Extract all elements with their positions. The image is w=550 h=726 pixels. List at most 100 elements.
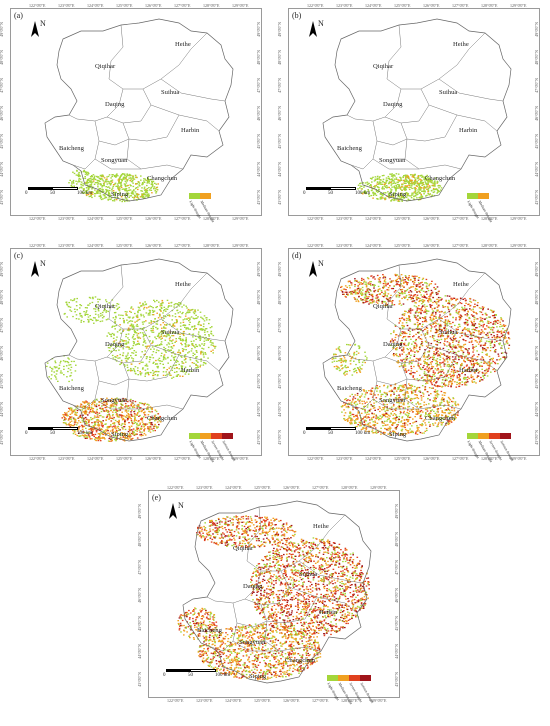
drought-pixel [444, 360, 446, 362]
drought-pixel [119, 433, 122, 435]
drought-pixel [96, 413, 99, 415]
drought-pixel [144, 195, 147, 197]
drought-pixel [91, 438, 93, 440]
drought-pixel [82, 401, 84, 403]
drought-pixel [88, 184, 91, 186]
drought-pixel [388, 197, 391, 199]
drought-pixel [399, 353, 401, 355]
drought-pixel [432, 323, 434, 325]
drought-pixel [428, 363, 430, 366]
drought-pixel [150, 187, 152, 189]
drought-pixel [388, 186, 390, 189]
lon-ticks-bottom: 122°0'0"E 123°0'0"E 124°0'0"E 125°0'0"E 126°… [289, 215, 539, 222]
drought-pixel [147, 178, 149, 180]
drought-pixel [147, 374, 150, 376]
drought-pixel [97, 301, 99, 303]
drought-pixel [381, 187, 384, 189]
drought-pixel [436, 365, 438, 367]
drought-pixel [127, 174, 130, 177]
lon-tick-label: 123°0'0"E [336, 3, 353, 8]
lon-tick-label: 128°0'0"E [481, 216, 498, 221]
drought-pixel [430, 300, 432, 302]
drought-pixel [394, 324, 397, 326]
drought-pixel [503, 356, 506, 358]
drought-pixel [86, 192, 88, 194]
drought-pixel [87, 316, 90, 318]
drought-pixel [439, 323, 441, 326]
drought-pixel [391, 186, 393, 188]
scale-bar: 0 50 100 km [25, 187, 95, 201]
drought-pixel [392, 193, 394, 195]
drought-pixel [500, 333, 503, 335]
drought-pixel [67, 367, 70, 370]
drought-pixel [134, 366, 137, 368]
drought-pixel [137, 193, 139, 195]
drought-pixel [393, 345, 396, 347]
drought-pixel [495, 337, 498, 339]
drought-pixel [132, 368, 135, 370]
lat-tick-label: 43°0'0"N [0, 430, 4, 445]
drought-pixel [109, 183, 112, 185]
drought-pixel [137, 420, 140, 423]
drought-pixel [148, 426, 150, 428]
drought-pixel [81, 425, 84, 427]
drought-pixel [109, 400, 112, 402]
drought-pixel [407, 353, 410, 355]
drought-pixel [378, 417, 381, 420]
drought-pixel [165, 332, 167, 334]
drought-pixel [128, 434, 130, 437]
drought-pixel [393, 186, 395, 188]
city-boundary [94, 158, 141, 170]
drought-pixel [460, 332, 463, 334]
drought-pixel [503, 334, 506, 336]
drought-pixel [450, 385, 452, 387]
drought-pixel [400, 195, 403, 197]
drought-pixel [429, 356, 432, 359]
drought-pixel [128, 177, 130, 179]
drought-pixel [478, 370, 481, 373]
drought-pixel [182, 362, 185, 364]
lat-tick-label: 47°0'0"N [0, 318, 4, 333]
drought-pixel [486, 325, 488, 327]
drought-pixel [489, 342, 492, 344]
drought-pixel [154, 409, 157, 411]
drought-pixel [98, 425, 101, 427]
drought-pixel [143, 340, 146, 342]
drought-pixel [454, 371, 457, 373]
drought-pixel [419, 188, 422, 190]
drought-pixel [107, 344, 110, 346]
drought-pixel [161, 330, 163, 332]
drought-pixel [74, 411, 77, 414]
drought-pixel [407, 329, 410, 331]
drought-pixel [95, 304, 97, 306]
drought-pixel [111, 438, 113, 440]
drought-pixel [136, 194, 138, 196]
drought-pixel [391, 181, 393, 183]
drought-pixel [429, 316, 431, 318]
drought-pixel [67, 370, 69, 373]
drought-pixel [118, 182, 120, 184]
drought-pixel [147, 426, 149, 428]
drought-pixel [390, 406, 393, 408]
drought-pixel [390, 181, 392, 183]
drought-pixel [99, 420, 101, 422]
drought-pixels [46, 296, 217, 442]
drought-pixel [418, 188, 421, 191]
drought-pixel [467, 350, 469, 352]
drought-pixel [134, 321, 136, 323]
drought-pixel [99, 440, 102, 442]
drought-pixel [372, 194, 375, 196]
drought-pixel [479, 333, 482, 335]
drought-pixel [429, 319, 432, 321]
drought-pixel [78, 427, 80, 429]
drought-pixel [415, 345, 418, 347]
drought-pixel [193, 312, 196, 315]
drought-pixel [121, 340, 124, 342]
drought-pixel [395, 178, 398, 180]
drought-pixel [112, 185, 115, 188]
drought-pixel [78, 426, 80, 428]
drought-pixel [115, 191, 117, 193]
drought-pixel [172, 376, 175, 378]
drought-pixel [101, 311, 104, 314]
drought-pixel [210, 340, 212, 342]
